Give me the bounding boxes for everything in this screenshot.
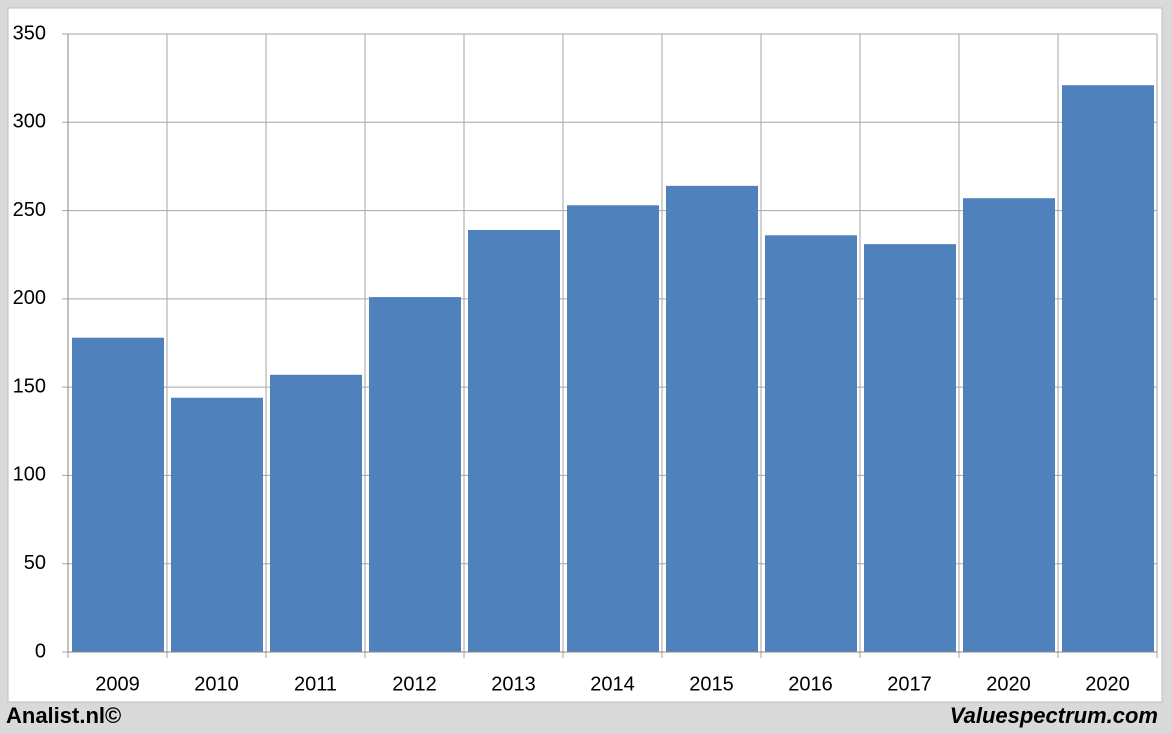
credit: Valuespectrum.com	[950, 703, 1158, 728]
x-tick-label: 2014	[590, 673, 635, 695]
x-tick-label: 2017	[887, 673, 932, 695]
y-tick-label: 0	[35, 640, 46, 662]
y-tick-label: 100	[13, 464, 46, 486]
y-tick-label: 150	[13, 375, 46, 397]
x-tick-label: 2011	[294, 673, 337, 695]
bar	[171, 397, 263, 652]
bar	[765, 235, 857, 652]
x-tick-label: 2012	[392, 673, 437, 695]
x-tick-label: 2013	[491, 673, 536, 695]
bar	[468, 229, 560, 652]
x-tick-label: 2016	[788, 673, 833, 695]
bar	[369, 297, 461, 652]
x-tick-label: 2020	[986, 673, 1031, 695]
bar	[72, 337, 164, 652]
bar	[666, 185, 758, 652]
y-tick-label: 350	[13, 22, 46, 44]
y-tick-label: 250	[13, 199, 46, 221]
bar	[963, 198, 1055, 652]
y-tick-label: 50	[24, 552, 46, 574]
x-tick-label: 2020	[1085, 673, 1130, 695]
x-tick-label: 2015	[689, 673, 734, 695]
y-tick-label: 200	[13, 287, 46, 309]
source: Analist.nl©	[6, 703, 121, 728]
bar	[864, 244, 956, 652]
bar	[567, 205, 659, 652]
bar	[1062, 85, 1154, 653]
x-tick-label: 2010	[194, 673, 239, 695]
bar	[270, 374, 362, 652]
y-tick-label: 300	[13, 111, 46, 133]
x-tick-label: 2009	[95, 673, 140, 695]
